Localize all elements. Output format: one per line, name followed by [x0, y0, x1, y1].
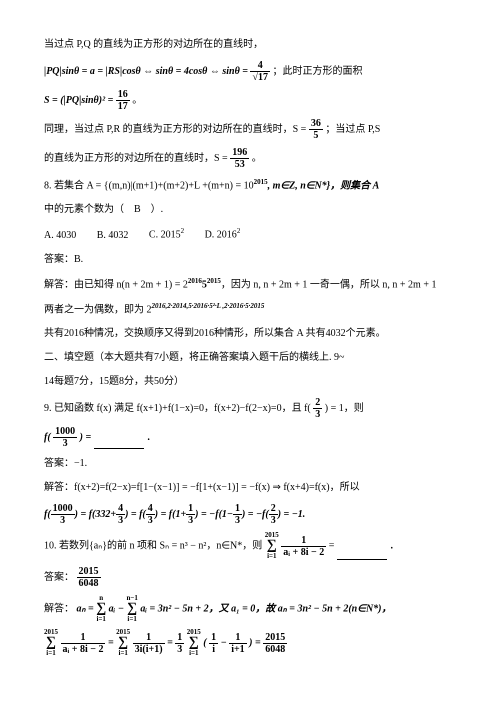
s8bpre: 两者之一为偶数，即为 2 [44, 304, 152, 315]
frac-2-3: 23 [313, 397, 322, 420]
opt-a: A. 4030 [44, 227, 76, 245]
eq2a: S = (|PQ|sinθ)² = [44, 95, 113, 106]
p4b: 。 [252, 153, 262, 164]
sum-n: n∑i=1 [96, 595, 106, 623]
s10a: aₙ = [77, 604, 94, 615]
q10b: = [329, 541, 337, 552]
eq1a: |PQ|sinθ = a = |RS|cosθ ⇔ sinθ = 4cosθ ⇔… [44, 66, 248, 77]
q8b: , m∈Z, n∈N*}，则集合 A [268, 180, 380, 191]
s8apre: 解答：由已知得 n(n + 2m + 1) = 2 [44, 279, 188, 290]
q9cpost: ) = [80, 432, 94, 443]
p3b: ；当过点 P,S [325, 124, 380, 135]
sum-n-1: n−1∑i=1 [126, 595, 137, 623]
frac-196-53: 19653 [230, 147, 249, 170]
blank-q10 [337, 548, 387, 560]
sol9-a: 解答：f(x+2)=f(2−x)=f[1−(x−1)] = −f[1+(x−1)… [44, 479, 456, 497]
q10c: ． [389, 541, 399, 552]
q9b: ) = 1，则 [325, 403, 364, 414]
para-pr: 同理，当过点 P,R 的直线为正方形的对边所在的直线时，S = 365 ；当过点… [44, 118, 456, 141]
q9a: 9. 已知函数 f(x) 满足 f(x+1)+f(1−x)=0，f(x+2)−f… [44, 403, 311, 414]
frac-1000-3: 10003 [53, 426, 77, 449]
p3a: 同理，当过点 P,R 的直线为正方形的对边所在的直线时，S = [44, 124, 306, 135]
p4a: 的直线为正方形的对边所在的直线时，S = [44, 153, 228, 164]
sol10-a: 解答： aₙ = n∑i=1 aᵢ − n−1∑i=1 aᵢ = 3n² − 5… [44, 595, 456, 623]
s10pre: 解答： [44, 604, 74, 615]
opt-d: D. 20162 [205, 225, 241, 244]
eq1b: ；此时正方形的面积 [272, 66, 362, 77]
para-ps: 的直线为正方形的对边所在的直线时，S = 19653 。 [44, 147, 456, 170]
opt-c: C. 20152 [149, 225, 184, 244]
text: 当过点 P,Q 的直线为正方形的对边所在的直线时， [44, 39, 263, 50]
para-pq: 当过点 P,Q 的直线为正方形的对边所在的直线时， [44, 36, 456, 54]
sum-2015: 2015∑i=1 [265, 532, 279, 560]
blank-q9 [94, 437, 144, 449]
ans10pre: 答案： [44, 572, 74, 583]
s8apost: ，因为 n, n + 2m + 1 一奇一偶，所以 n, n + 2m + 1 [221, 279, 437, 290]
frac-final: 20156048 [263, 632, 287, 655]
section2-a: 二、填空题（本大题共有7小题，将正确答案填入题干后的横线上. 9~ [44, 349, 456, 367]
sol8-c: 共有2016种情况，交换顺序又得到2016种情形，所以集合 A 共有4032个元… [44, 325, 456, 343]
eq-s-16-17: S = (|PQ|sinθ)² = 1617 。 [44, 89, 456, 112]
sol8-a: 解答：由已知得 n(n + 2m + 1) = 2201652015，因为 n,… [44, 275, 456, 294]
q9cpre: f( [44, 432, 51, 443]
sol8-b: 两者之一为偶数，即为 22016,2·2014,5·2016·5²·L ,2·2… [44, 300, 456, 319]
s8seq: 2016,2·2014,5·2016·5²·L ,2·2016·5·2015 [152, 302, 265, 310]
opt-b: B. 4032 [97, 227, 129, 245]
q10a: 10. 若数列{aₙ}的前 n 项和 Sₙ = n³ − n²，n∈N*，则 [44, 541, 262, 552]
frac-16-17: 1617 [116, 89, 130, 112]
frac-2015-6048: 20156048 [77, 566, 101, 589]
eq-pq-sin: |PQ|sinθ = a = |RS|cosθ ⇔ sinθ = 4cosθ ⇔… [44, 60, 456, 83]
sol10-b: 2015∑i=1 1aᵢ + 8i − 2 = 2015∑i=1 13i(i+1… [44, 629, 456, 657]
q8a: 8. 若集合 A = {(m,n)|(m+1)+(m+2)+L +(m+n) =… [44, 180, 254, 191]
q8c: 中的元素个数为（ B ）. [44, 204, 163, 215]
section2-b: 14每题7分，15题8分，共50分） [44, 373, 456, 391]
q8-stem: 8. 若集合 A = {(m,n)|(m+1)+(m+2)+L +(m+n) =… [44, 176, 456, 195]
ans8: 答案：B. [44, 251, 456, 269]
q8-options: A. 4030 B. 4032 C. 20152 D. 20162 [44, 225, 456, 244]
eq2b: 。 [132, 95, 142, 106]
q9-stem: 9. 已知函数 f(x) 满足 f(x+1)+f(1−x)=0，f(x+2)−f… [44, 397, 456, 420]
ans10: 答案： 20156048 [44, 566, 456, 589]
q9-blank: f( 10003 ) = ． [44, 426, 456, 449]
frac-q10: 1aᵢ + 8i − 2 [281, 535, 326, 558]
frac-4-sqrt17: 4√17 [250, 60, 270, 83]
ans9: 答案：−1. [44, 455, 456, 473]
q9cend: ． [146, 432, 156, 443]
q8-choice-line: 中的元素个数为（ B ）. [44, 201, 456, 219]
frac-36-5: 365 [309, 118, 323, 141]
q10-stem: 10. 若数列{aₙ}的前 n 项和 Sₙ = n³ − n²，n∈N*，则 2… [44, 532, 456, 560]
sol9-b: f(10003) = f(332+43) = f(43) = f(1+13) =… [44, 503, 456, 526]
